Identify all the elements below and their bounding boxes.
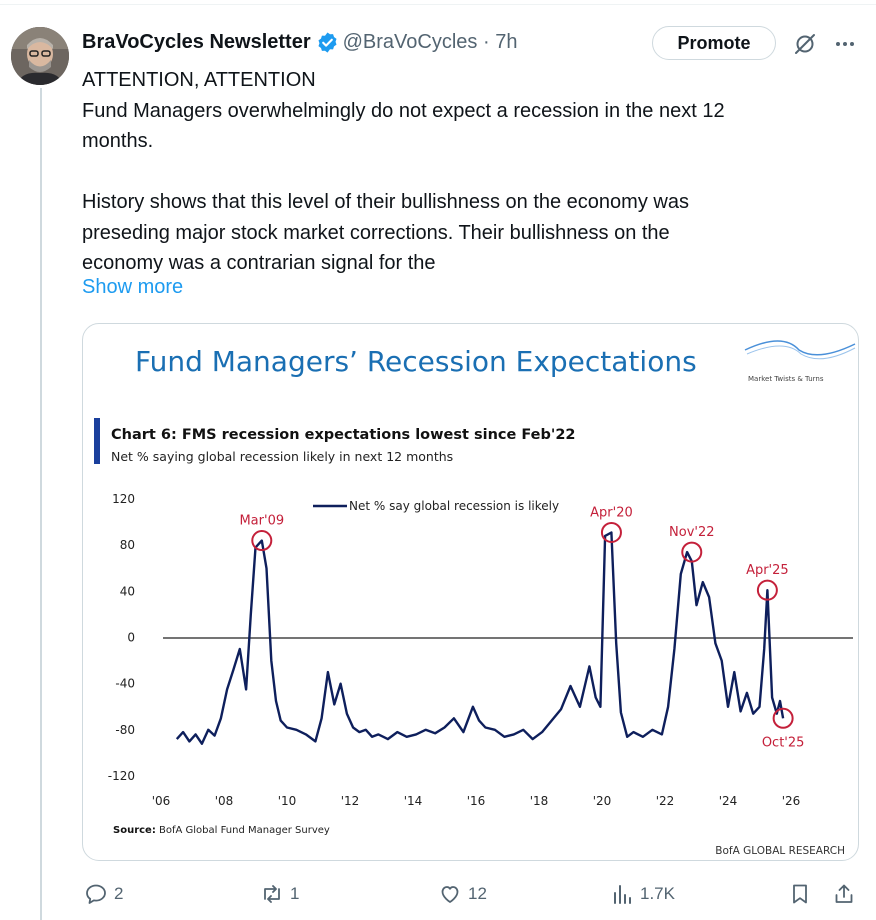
x-tick-label: '10	[278, 794, 297, 808]
views-button[interactable]: 1.7K	[610, 882, 675, 906]
annotation-circle	[756, 579, 778, 601]
legend-label: Net % say global recession is likely	[349, 499, 559, 513]
annotation-circle	[681, 541, 703, 563]
annotation-circle	[251, 530, 273, 552]
reply-button[interactable]: 2	[84, 882, 123, 906]
y-tick-label: 40	[120, 584, 135, 598]
annotation-label: Apr'20	[590, 505, 633, 520]
share-icon	[835, 884, 853, 903]
x-tick-label: '08	[215, 794, 234, 808]
share-button[interactable]	[832, 882, 856, 906]
post-header: BraVoCycles Newsletter @BraVoCycles · 7h	[82, 28, 517, 56]
promote-button[interactable]: Promote	[652, 26, 776, 60]
title-accent-bar	[94, 418, 100, 464]
repost-icon	[264, 885, 280, 903]
brand-logo-swoosh	[744, 340, 856, 356]
paragraph-gap	[82, 157, 842, 188]
grok-icon[interactable]	[793, 32, 817, 56]
x-axis-ticks: '06 '08 '10 '12 '14 '16 '18 '20 '22 '24 …	[152, 794, 801, 808]
source-label: Source:	[113, 825, 156, 836]
chart-image: Fund Managers’ Recession Expectations Ma…	[94, 340, 856, 857]
post-actions-bar: 2 1 12 1.7K	[0, 868, 876, 920]
avatar-photo	[11, 27, 69, 85]
bookmark-icon	[793, 884, 807, 904]
y-tick-label: -80	[115, 723, 135, 737]
x-tick-label: '14	[404, 794, 423, 808]
heart-icon	[441, 886, 459, 903]
annotation-label: Nov'22	[669, 525, 715, 540]
author-handle-time[interactable]: @BraVoCycles · 7h	[342, 30, 518, 53]
views-chart-icon	[614, 885, 631, 904]
reply-count: 2	[114, 884, 124, 903]
y-tick-label: -120	[108, 769, 135, 783]
banner-title: Fund Managers’ Recession Expectations	[135, 345, 697, 378]
x-tick-label: '16	[467, 794, 486, 808]
annotation-label: Mar'09	[239, 514, 284, 529]
y-tick-label: 0	[127, 631, 135, 645]
post-text-line: economy was a contrarian signal for the	[82, 252, 436, 274]
author-name[interactable]: BraVoCycles Newsletter	[82, 30, 311, 53]
like-button[interactable]: 12	[438, 882, 487, 906]
image-credit: BofA GLOBAL RESEARCH	[715, 845, 845, 857]
series-line	[175, 531, 785, 745]
thread-connector	[40, 88, 42, 920]
post-text-line: preseding major stock market corrections…	[82, 221, 670, 244]
y-axis-ticks: 120 80 40 0 -40 -80 -120	[108, 492, 135, 783]
x-tick-label: '20	[593, 794, 612, 808]
post-text-line: ATTENTION, ATTENTION	[82, 69, 316, 91]
post-text-line: History shows that this level of their b…	[82, 191, 689, 213]
annotation-label: Oct'25	[762, 735, 805, 750]
post-text-line: months.	[82, 130, 154, 152]
source-text: BofA Global Fund Manager Survey	[159, 825, 330, 836]
post-text: ATTENTION, ATTENTION Fund Managers overw…	[82, 65, 842, 279]
repost-count: 1	[290, 884, 300, 903]
x-tick-label: '22	[656, 794, 675, 808]
x-tick-label: '06	[152, 794, 171, 808]
verified-badge-icon[interactable]	[316, 31, 339, 54]
x-tick-label: '24	[719, 794, 738, 808]
y-tick-label: 80	[120, 538, 135, 552]
chart-title: Chart 6: FMS recession expectations lowe…	[111, 427, 576, 443]
chart-subtitle: Net % saying global recession likely in …	[111, 449, 453, 464]
annotation-circle	[600, 521, 622, 543]
more-options-icon[interactable]	[833, 33, 857, 55]
y-tick-label: -40	[115, 677, 135, 691]
brand-logo-swoosh	[746, 345, 856, 360]
like-count: 12	[468, 884, 487, 903]
reply-icon	[86, 884, 106, 904]
bookmark-button[interactable]	[788, 882, 812, 906]
y-tick-label: 120	[112, 492, 135, 506]
x-tick-label: '12	[341, 794, 360, 808]
show-more-link[interactable]: Show more	[82, 276, 184, 298]
repost-button[interactable]: 1	[260, 882, 299, 906]
x-tick-label: '18	[530, 794, 549, 808]
post-image-card[interactable]: Fund Managers’ Recession Expectations Ma…	[82, 323, 859, 861]
x-tick-label: '26	[782, 794, 801, 808]
view-count: 1.7K	[640, 884, 675, 903]
annotation-label: Apr'25	[746, 563, 789, 578]
post-text-line: Fund Managers overwhelmingly do not expe…	[82, 99, 725, 122]
brand-mark: Market Twists & Turns	[748, 375, 824, 383]
annotation-circle	[772, 707, 794, 729]
author-avatar[interactable]	[11, 27, 69, 85]
chart-annotations: Mar'09 Apr'20 Nov'22 Apr'25 Oct'25	[239, 505, 804, 750]
top-divider	[0, 4, 876, 5]
